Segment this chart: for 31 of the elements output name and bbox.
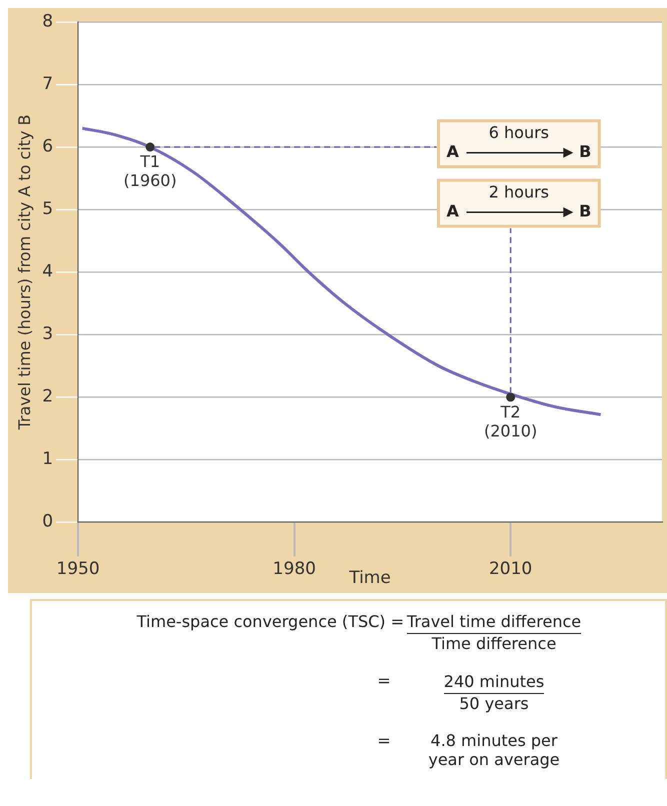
text: = [376, 731, 392, 750]
y-tick-label: 6 [42, 136, 54, 156]
text: Time-space convergence (TSC) = [136, 611, 404, 633]
annotation: A [446, 142, 460, 161]
line-series [80, 126, 602, 416]
text: = [376, 671, 392, 690]
annotation: 6 hours [488, 122, 550, 142]
x-tick-label: 1950 [56, 558, 100, 579]
text: 4.8 minutes per year on average [427, 731, 561, 769]
annotation: T2 (2010) [484, 402, 538, 440]
y-tick-label: 8 [42, 11, 54, 32]
y-tick-label: 0 [42, 512, 54, 532]
text: 50 years [458, 694, 530, 713]
x-tick-label: 2010 [488, 558, 532, 579]
text: Time difference [430, 634, 558, 653]
y-tick-label: 2 [42, 386, 54, 407]
x-tick-label: 1980 [272, 558, 316, 579]
annotation: 2 hours [488, 182, 550, 202]
y-tick-label: 4 [42, 262, 54, 282]
y-axis-title: Travel time (hours) from city A to city B [14, 114, 34, 431]
y-tick-label: 1 [42, 449, 54, 470]
y-tick-label: 3 [42, 324, 54, 344]
annotation: B [579, 142, 592, 161]
x-axis-title: Time [348, 568, 391, 588]
text: Travel time difference [406, 611, 582, 634]
annotation: A [446, 201, 460, 220]
annotation: B [579, 201, 592, 220]
text: 240 minutes [444, 671, 544, 694]
y-tick-label: 7 [42, 74, 54, 94]
y-tick-label: 5 [42, 198, 54, 219]
annotation: T1 (1960) [124, 152, 177, 190]
